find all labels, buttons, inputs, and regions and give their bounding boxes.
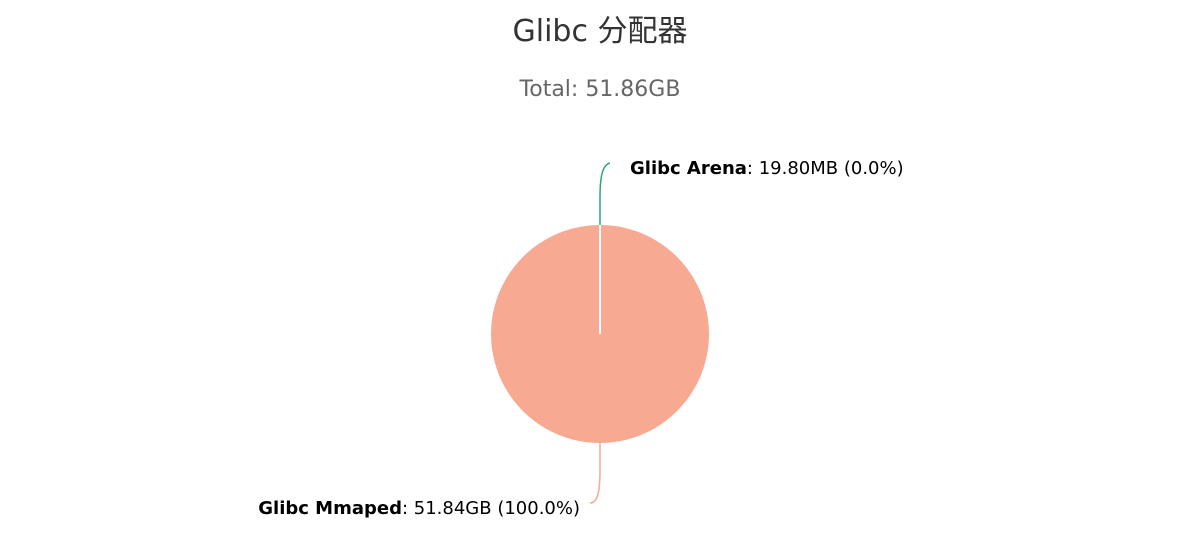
label-connector-glibc-arena [599, 162, 611, 225]
data-label-value: : 19.80MB (0.0%) [747, 158, 904, 179]
data-label-name: Glibc Arena [630, 158, 747, 179]
data-label-glibc-arena: Glibc Arena: 19.80MB (0.0%) [630, 158, 904, 179]
data-label-value: : 51.84GB (100.0%) [402, 498, 580, 519]
label-connector-glibc-mmaped [589, 443, 601, 504]
chart-title: Glibc 分配器 [512, 14, 688, 49]
data-label-name: Glibc Mmaped [258, 498, 402, 519]
data-label-glibc-mmaped: Glibc Mmaped: 51.84GB (100.0%) [258, 498, 580, 519]
chart-subtitle: Total: 51.86GB [519, 77, 681, 102]
